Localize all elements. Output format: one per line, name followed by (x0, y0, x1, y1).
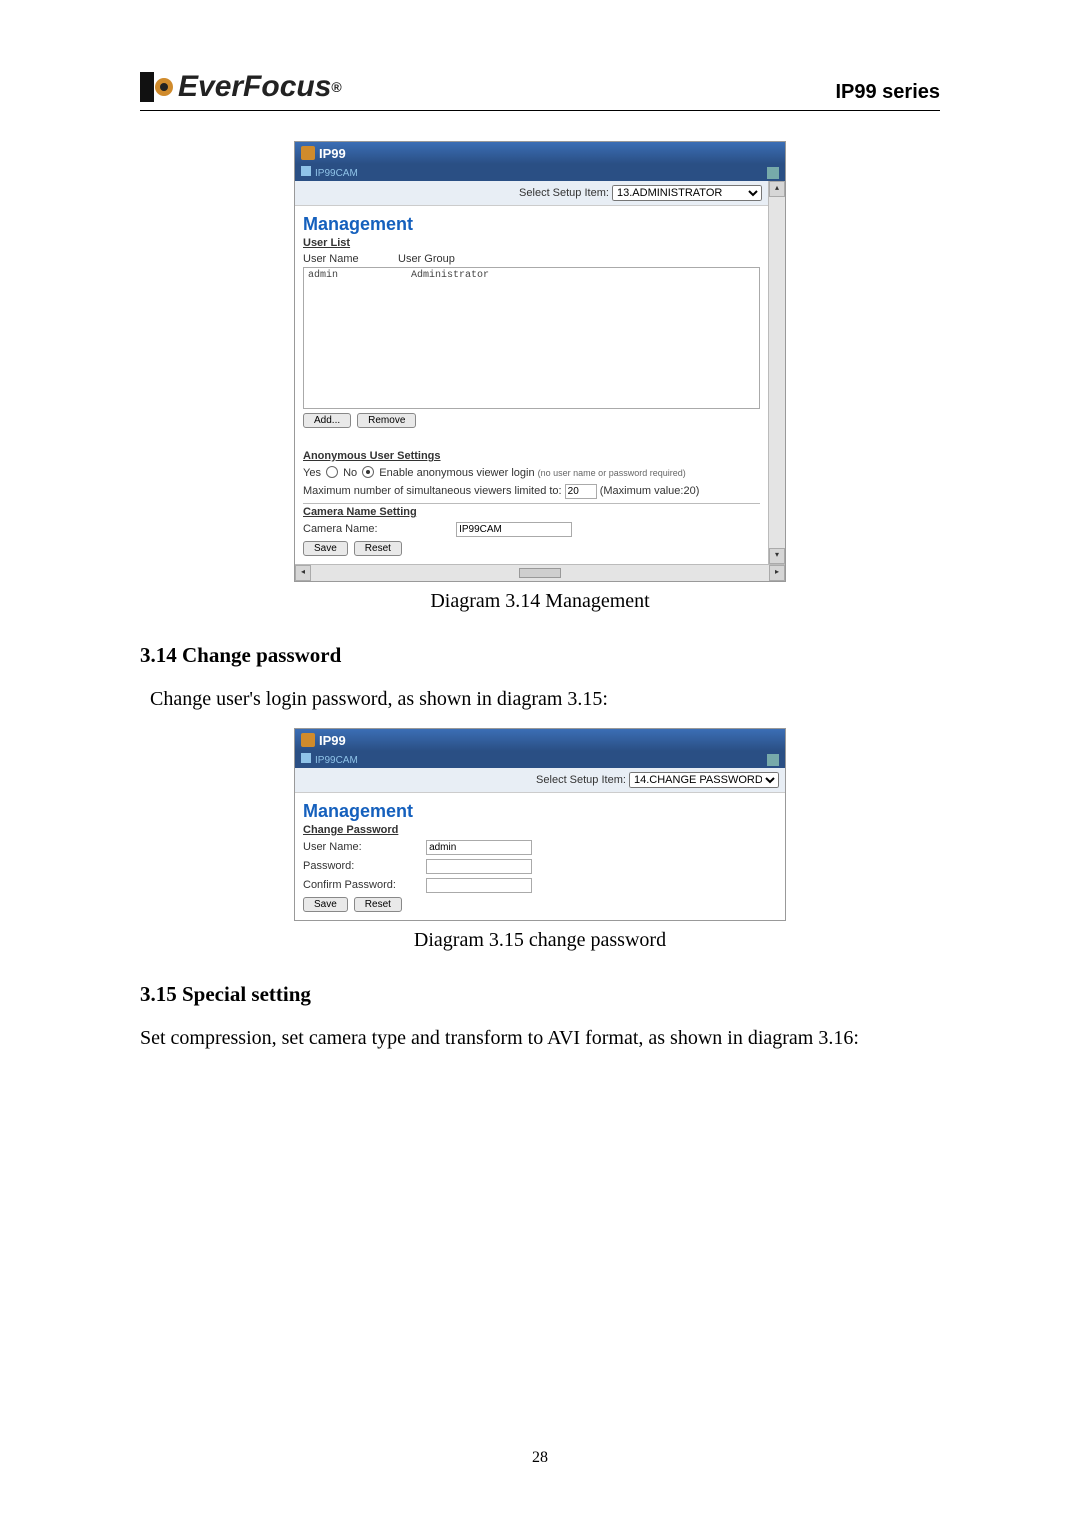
radio-yes[interactable] (326, 466, 338, 478)
window-title: IP99 (319, 733, 346, 748)
titlebar: IP99 (295, 142, 785, 164)
logo-icon (140, 72, 174, 102)
subtitle-text: IP99CAM (315, 755, 358, 766)
user-label: User Name: (303, 841, 423, 853)
brand-logo: EverFocus® (140, 70, 342, 104)
section-315-body: Set compression, set camera type and tra… (140, 1023, 940, 1053)
max-viewers-input[interactable] (565, 484, 597, 499)
window-title: IP99 (319, 146, 346, 161)
subtitle-bar: IP99CAM (295, 751, 785, 768)
radio-no[interactable] (362, 466, 374, 478)
col-user-group: User Group (398, 253, 455, 265)
diagram-3-14: IP99 IP99CAM Select Setup Item: 13.ADMIN… (294, 141, 786, 582)
setup-item-select[interactable]: 13.ADMINISTRATOR (612, 185, 762, 201)
window-icon (301, 146, 315, 160)
yes-label: Yes (303, 467, 321, 479)
max-label-b: (Maximum value:20) (600, 485, 700, 497)
group-cell: Administrator (407, 268, 493, 408)
confirm-password-input[interactable] (426, 878, 532, 893)
section-314-heading: 3.14 Change password (140, 643, 940, 668)
user-listbox[interactable]: admin Administrator (303, 267, 760, 409)
user-list-label: User List (303, 237, 760, 249)
anon-small: (no user name or password required) (538, 468, 686, 478)
subtitle-bar: IP99CAM (295, 164, 785, 181)
save-button[interactable]: Save (303, 541, 348, 556)
scroll-down-icon[interactable]: ▾ (769, 548, 785, 564)
anon-setting: Yes No Enable anonymous viewer login (no… (303, 466, 760, 480)
brand-text: EverFocus (178, 70, 331, 104)
cam-label: Camera Name: (303, 523, 453, 535)
refresh-icon[interactable] (767, 167, 779, 179)
refresh-icon[interactable] (767, 754, 779, 766)
section-314-body: Change user's login password, as shown i… (150, 684, 940, 714)
window-icon (301, 733, 315, 747)
scroll-up-icon[interactable]: ▴ (769, 181, 785, 197)
anon-text: Enable anonymous viewer login (379, 467, 534, 479)
cam-name-line: Camera Name: (303, 522, 760, 537)
col-user-name: User Name (303, 253, 398, 265)
subtitle-text: IP99CAM (315, 168, 358, 179)
scroll-left-icon[interactable]: ◂ (295, 565, 311, 581)
diagram-3-15: IP99 IP99CAM Select Setup Item: 14.CHANG… (294, 728, 786, 921)
remove-button[interactable]: Remove (357, 413, 416, 428)
cam-icon (301, 753, 311, 763)
reset-button[interactable]: Reset (354, 897, 402, 912)
series-label: IP99 series (835, 81, 940, 104)
registered-icon: ® (331, 79, 341, 95)
page-header: EverFocus® IP99 series (140, 70, 940, 111)
cam-icon (301, 166, 311, 176)
add-button[interactable]: Add... (303, 413, 351, 428)
management-heading: Management (303, 214, 760, 235)
select-label: Select Setup Item: (519, 187, 609, 199)
section-315-heading: 3.15 Special setting (140, 982, 940, 1007)
caption-314: Diagram 3.14 Management (140, 590, 940, 613)
max-viewers-line: Maximum number of simultaneous viewers l… (303, 484, 760, 499)
reset-button[interactable]: Reset (354, 541, 402, 556)
page-number: 28 (0, 1449, 1080, 1467)
max-label-a: Maximum number of simultaneous viewers l… (303, 485, 562, 497)
user-name-input[interactable] (426, 840, 532, 855)
management-heading: Management (303, 801, 777, 822)
save-button[interactable]: Save (303, 897, 348, 912)
select-label: Select Setup Item: (536, 774, 626, 786)
cam-name-input[interactable] (456, 522, 572, 537)
cpw-label: Confirm Password: (303, 879, 423, 891)
setup-item-row: Select Setup Item: 13.ADMINISTRATOR (295, 181, 768, 206)
vertical-scrollbar[interactable]: ▴ ▾ (768, 181, 785, 564)
user-list-header: User Name User Group (303, 253, 760, 265)
cam-heading: Camera Name Setting (303, 506, 760, 518)
scroll-thumb[interactable] (519, 568, 561, 578)
password-input[interactable] (426, 859, 532, 874)
change-pw-label: Change Password (303, 824, 777, 836)
scroll-right-icon[interactable]: ▸ (769, 565, 785, 581)
setup-item-row: Select Setup Item: 14.CHANGE PASSWORD (295, 768, 785, 793)
no-label: No (343, 467, 357, 479)
pw-label: Password: (303, 860, 423, 872)
horizontal-scrollbar[interactable]: ◂ ▸ (295, 564, 785, 581)
user-cell: admin (304, 268, 407, 408)
anon-heading: Anonymous User Settings (303, 450, 760, 462)
titlebar: IP99 (295, 729, 785, 751)
setup-item-select[interactable]: 14.CHANGE PASSWORD (629, 772, 779, 788)
caption-315: Diagram 3.15 change password (140, 929, 940, 952)
